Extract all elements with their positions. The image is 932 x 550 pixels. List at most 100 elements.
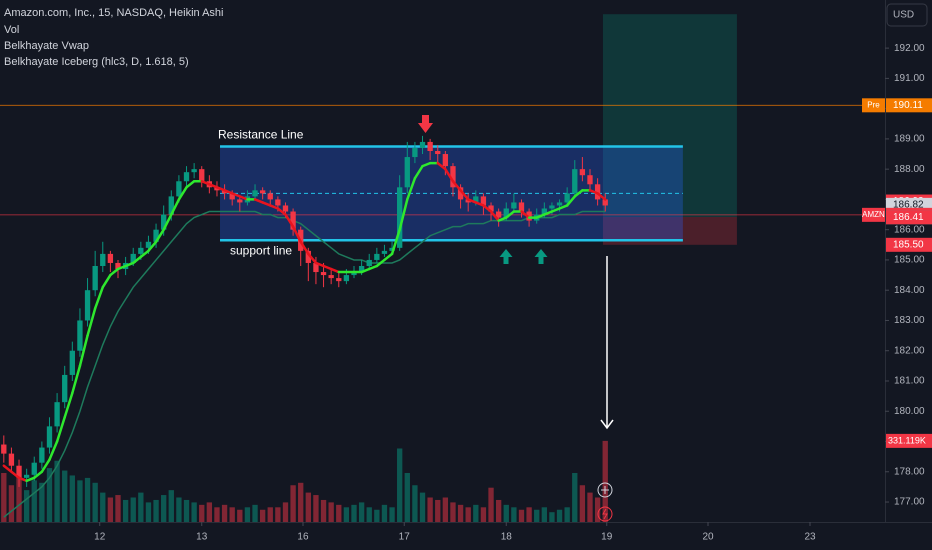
candle-body (442, 154, 449, 167)
legend-item: Belkhayate Vwap (4, 40, 89, 52)
vwap-segment (390, 228, 401, 256)
candle-body (23, 474, 30, 478)
vwap-segment (520, 210, 531, 219)
candle-body (404, 157, 410, 188)
vwap-segment (489, 210, 500, 222)
vwap-segment (550, 207, 561, 213)
price-tag (886, 210, 932, 225)
vwap-segment (2, 464, 13, 474)
volume-bar (534, 509, 540, 522)
vwap-segment (565, 195, 577, 207)
volume-bar (214, 507, 220, 522)
volume-bar (275, 507, 281, 522)
volume-bar (237, 509, 243, 522)
candle-body (92, 265, 98, 291)
vwap-segment (131, 255, 143, 265)
currency-button[interactable] (886, 3, 928, 27)
vwap-segment (63, 391, 74, 419)
volume-bar (69, 475, 75, 522)
currency[interactable]: USD (893, 10, 914, 21)
volume-bar (594, 497, 601, 522)
candle-body (343, 275, 350, 282)
volume-bar (495, 499, 502, 522)
vwap-segment (78, 334, 89, 368)
volume-bar (244, 507, 251, 522)
candle-body (556, 202, 563, 206)
candle-body (336, 278, 342, 282)
volume-bar (541, 507, 547, 522)
vwap-segment (573, 189, 584, 198)
candle-body (1, 444, 7, 454)
volume-bar (389, 507, 395, 522)
volume-bar (351, 504, 357, 522)
event-icon[interactable] (597, 506, 613, 522)
volume-bar (313, 495, 319, 522)
y-tick-label: 184.00 (894, 285, 925, 296)
candle-body (427, 141, 433, 152)
vwap-segment (466, 198, 478, 204)
candle-body (275, 199, 281, 206)
volume-bar (336, 504, 342, 522)
candle-body (511, 202, 517, 209)
volume-bar (168, 490, 174, 522)
candle-body (145, 241, 152, 248)
price-tag-label: 190.11 (893, 100, 923, 111)
projection-arrow (600, 256, 614, 430)
candle-body (214, 187, 220, 191)
volume-bar (138, 492, 144, 522)
vwap-segment (33, 470, 44, 480)
y-tick-label: 189.00 (894, 134, 925, 145)
candle-body (77, 320, 83, 351)
candle-body (130, 253, 136, 263)
candle-body (54, 402, 60, 427)
vwap-segment (596, 192, 607, 201)
volume-bar (374, 509, 380, 522)
candle-body (237, 199, 243, 203)
box-label: Resistance Line (218, 128, 304, 142)
candle-body (176, 181, 182, 197)
candle-body (602, 199, 608, 206)
plot: Resistance Line support line (0, 14, 885, 522)
vwap-segment (208, 183, 219, 189)
event-icon[interactable] (597, 482, 613, 498)
vwap-segment (55, 416, 66, 443)
price-tag-label: 186.82 (893, 200, 924, 211)
candle-body (305, 250, 311, 263)
candle-body (229, 193, 235, 200)
volume-bar (145, 502, 152, 522)
volume-bar (1, 473, 7, 522)
volume-bar (221, 504, 228, 522)
volume-bar (161, 495, 167, 522)
volume-bar (252, 504, 258, 522)
candle-body (572, 169, 578, 194)
vwap-segment (276, 207, 287, 216)
x-tick-label: 20 (702, 532, 714, 543)
candle-body (107, 253, 114, 263)
y-tick-label: 180.00 (894, 406, 925, 417)
volume-bar (587, 492, 593, 522)
vwap-segment (116, 264, 127, 271)
volume-bar (16, 477, 22, 522)
volume-tag (886, 433, 932, 448)
volume-bar (343, 507, 350, 522)
candle-body (39, 447, 45, 463)
candle-body (69, 350, 75, 375)
legend-item: Vol (4, 24, 19, 36)
vwap-segment (421, 161, 432, 168)
y-tick-label: 186.00 (894, 224, 925, 235)
candle-body (282, 205, 289, 212)
vwap-segment (588, 189, 599, 195)
vwap-segment (436, 161, 447, 171)
volume-bar (442, 497, 449, 522)
volume-bar (397, 448, 403, 522)
volume-bar (206, 502, 213, 522)
volume-tag-label: 331.119K (888, 435, 926, 445)
x-tick-label: 13 (196, 532, 208, 543)
event-icon-glyph (602, 508, 608, 520)
vwap-segment (535, 213, 546, 219)
candle-body (161, 214, 167, 230)
candle-body (358, 265, 365, 273)
vwap-segment (230, 192, 242, 198)
volume-bar (404, 473, 410, 522)
